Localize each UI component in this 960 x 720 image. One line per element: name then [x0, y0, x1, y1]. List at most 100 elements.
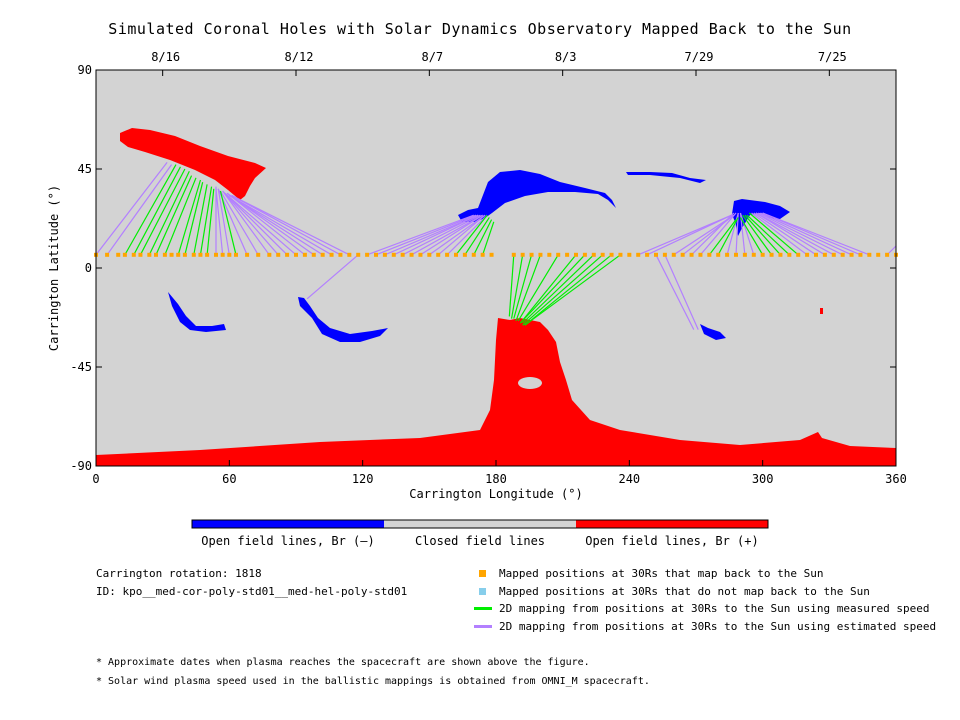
- estimated-line-17: [306, 254, 359, 300]
- mapped-point-34: [382, 252, 387, 257]
- estimated-line-30: [655, 254, 695, 330]
- mapped-point-57: [600, 252, 605, 257]
- legend-estimated: 2D mapping from positions at 30Rs to the…: [499, 620, 937, 633]
- mapped-point-41: [445, 252, 450, 257]
- y-tick-label: 90: [78, 63, 92, 77]
- mapped-point-79: [796, 252, 801, 257]
- mapped-point-15: [214, 252, 218, 257]
- mapped-point-28: [329, 252, 334, 257]
- model-id-text: ID: kpo__med-cor-poly-std01__med-hel-pol…: [96, 585, 408, 598]
- y-tick-label: 45: [78, 162, 92, 176]
- colorbar-frame: [191, 519, 769, 529]
- date-tick-label: 8/12: [285, 50, 314, 64]
- estimated-line-14: [229, 194, 332, 256]
- mapped-point-54: [574, 252, 578, 257]
- estimated-line-40: [751, 212, 808, 256]
- mapped-point-77: [778, 252, 783, 257]
- mapped-point-22: [276, 252, 281, 257]
- mapped-point-38: [418, 252, 423, 257]
- mapped-point-39: [427, 252, 432, 257]
- mapped-point-19: [245, 252, 250, 257]
- positive-hole-south: [96, 318, 896, 466]
- mapped-point-36: [400, 252, 405, 257]
- estimated-line-42: [755, 212, 826, 256]
- estimated-line-9: [224, 192, 288, 256]
- estimated-line-23: [411, 214, 483, 256]
- mapped-point-76: [769, 252, 774, 257]
- mapped-point-56: [591, 252, 596, 257]
- mapped-point-12: [191, 252, 196, 257]
- y-axis-label: Carrington Latitude (°): [47, 185, 61, 351]
- footnote-dates: * Approximate dates when plasma reaches …: [96, 657, 590, 668]
- estimated-line-35: [699, 212, 737, 256]
- mapped-point-20: [256, 252, 261, 257]
- mapped-point-66: [680, 252, 685, 257]
- mapped-point-49: [529, 252, 534, 257]
- mapped-point-88: [876, 252, 881, 257]
- colorbar-label-closed: Closed field lines: [414, 534, 546, 548]
- axes: 0 60 120 180 240 300 360 90 45 0 -45 -90 8/16 8/12 8/7…: [70, 50, 907, 486]
- estimated-line-4: [217, 188, 230, 255]
- colorbar-label-negative: Open field lines, Br (–): [201, 534, 375, 548]
- estimated-line-25: [428, 214, 486, 256]
- date-tick-label: 7/29: [685, 50, 714, 64]
- x-axis-label: Carrington Longitude (°): [409, 487, 582, 501]
- negative-hole-north-right: [732, 199, 790, 236]
- date-tick-label: 8/16: [151, 50, 180, 64]
- estimated-line-10: [224, 192, 297, 256]
- mapped-point-63: [654, 252, 658, 257]
- mapped-point-52: [556, 252, 561, 257]
- estimated-line-11: [226, 192, 306, 256]
- mapped-point-2: [116, 252, 121, 257]
- chart-title: Simulated Coronal Holes with Solar Dynam…: [108, 20, 852, 38]
- mapped-point-55: [582, 252, 587, 257]
- mapped-point-87: [867, 252, 872, 257]
- colorbar: [191, 519, 769, 529]
- legend-not-mapped: Mapped positions at 30Rs that do not map…: [499, 585, 870, 598]
- estimated-line-22: [402, 214, 481, 256]
- measured-line-14: [473, 219, 493, 256]
- mapped-point-13: [198, 252, 203, 257]
- negative-hole-south-right: [700, 324, 726, 340]
- footnote-speed: * Solar wind plasma speed used in the ba…: [96, 676, 650, 687]
- mapped-point-67: [689, 252, 694, 257]
- mapped-point-35: [391, 252, 396, 257]
- x-tick-label: 300: [752, 472, 774, 486]
- mapped-point-71: [725, 252, 730, 257]
- mapped-point-30: [347, 252, 352, 257]
- negative-hole-south-mid: [298, 297, 388, 342]
- x-tick-label: 360: [885, 472, 907, 486]
- mapped-point-69: [707, 252, 712, 257]
- not-mapped-point-swatch: [479, 588, 486, 595]
- measured-line-21: [519, 254, 577, 324]
- mapped-point-82: [822, 252, 827, 257]
- mapped-point-17: [227, 252, 232, 257]
- mapped-point-45: [480, 252, 485, 257]
- mapped-point-50: [538, 252, 543, 257]
- mapped-point-11: [182, 252, 187, 257]
- estimated-line-24: [420, 214, 483, 256]
- mapped-point-42: [454, 252, 458, 257]
- estimated-line-19: [375, 214, 477, 256]
- estimated-line-swatch: [474, 625, 492, 628]
- mapped-point-61: [636, 252, 641, 257]
- positive-hole-north: [120, 128, 266, 200]
- estimated-line-16: [231, 194, 350, 256]
- estimated-mapping-lines: [95, 162, 897, 330]
- mapped-point-33: [374, 252, 378, 257]
- estimated-line-7: [222, 190, 270, 256]
- estimated-line-29: [646, 214, 732, 256]
- x-tick-label: 240: [618, 472, 640, 486]
- mapped-point-31: [356, 252, 361, 257]
- mapped-point-89: [885, 252, 890, 257]
- mapped-point-18: [234, 252, 238, 257]
- mapped-point-44: [471, 252, 476, 257]
- coronal-holes: [96, 128, 896, 466]
- y-tick-label: -90: [70, 459, 92, 473]
- measured-line-6: [177, 179, 202, 255]
- x-tick-label: 120: [352, 472, 374, 486]
- measured-line-0: [124, 164, 177, 256]
- positive-fragment: [820, 308, 823, 314]
- date-tick-label: 8/7: [421, 50, 443, 64]
- measured-mapping-lines: [124, 164, 799, 326]
